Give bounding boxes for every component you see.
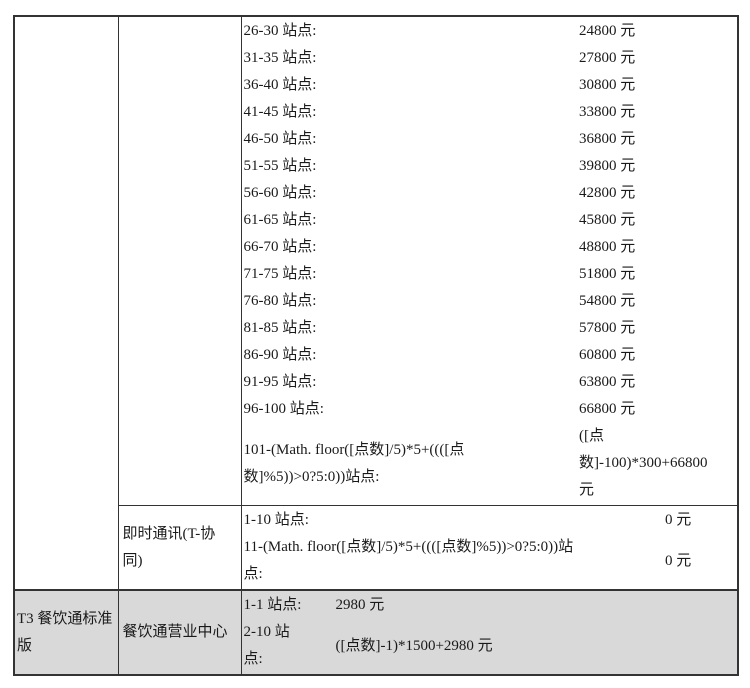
price-row-value: 42800 元 <box>579 185 636 201</box>
price-list-upper: 26-30 站点: 24800 元 31-35 站点: 27800 元 36-40 站点… <box>244 18 738 504</box>
price-row-label: 76-80 站点: <box>243 293 317 309</box>
price-row-value: 51800 元 <box>579 266 636 282</box>
price-row-value: 27800 元 <box>579 50 636 66</box>
price-row-label: 91-95 站点: <box>243 374 317 390</box>
price-row-value: 24800 元 <box>579 23 636 39</box>
price-row-label: 36-40 站点: <box>243 77 317 93</box>
price-row-value: ([点 数]-100)*300+66800 元 <box>579 428 708 498</box>
price-row-label: 46-50 站点: <box>243 131 317 147</box>
price-row-value: 0 元 <box>665 512 692 528</box>
section-row-im: 即时通讯(T-协 同) 1-10 站点: 0 元 11-(Math. floor([… <box>14 505 739 591</box>
price-list-im: 1-10 站点: 0 元 11-(Math. floor([点数]/5)*5+(((… <box>244 507 738 588</box>
price-row: 26-30 站点: 24800 元 <box>244 18 738 45</box>
module-cell-canyintong: 餐饮通营业中心 <box>117 589 242 676</box>
price-row: 81-85 站点: 57800 元 <box>244 315 738 342</box>
price-row: 1-10 站点: 0 元 <box>244 507 738 534</box>
price-row-label: 11-(Math. floor([点数]/5)*5+((([点数]%5))>0?… <box>243 539 574 582</box>
price-row: 56-60 站点: 42800 元 <box>244 180 738 207</box>
price-row: 66-70 站点: 48800 元 <box>244 234 738 261</box>
price-row-value: 54800 元 <box>579 293 636 309</box>
price-row: 76-80 站点: 54800 元 <box>244 288 738 315</box>
price-row-value: 33800 元 <box>579 104 636 120</box>
section-row-upper: 26-30 站点: 24800 元 31-35 站点: 27800 元 36-40 站点… <box>13 15 739 591</box>
price-row-value: 0 元 <box>665 552 692 569</box>
module-cell-upper <box>117 15 242 506</box>
price-row: 46-50 站点: 36800 元 <box>244 126 738 153</box>
price-row-value: 66800 元 <box>579 401 636 417</box>
price-row: 71-75 站点: 51800 元 <box>244 261 738 288</box>
module-cell-im: 即时通讯(T-协 同) <box>117 505 242 591</box>
price-row-value: ([点数]-1)*1500+2980 元 <box>335 637 493 654</box>
price-row-value: 30800 元 <box>579 77 636 93</box>
price-row-value: 45800 元 <box>579 212 636 228</box>
price-row-label: 71-75 站点: <box>243 266 317 282</box>
price-row-value: 60800 元 <box>579 347 636 363</box>
price-row: 96-100 站点: 66800 元 <box>244 396 738 423</box>
price-row-label: 51-55 站点: <box>243 158 317 174</box>
pricing-table: 26-30 站点: 24800 元 31-35 站点: 27800 元 36-40 站点… <box>13 15 739 676</box>
price-row-label: 81-85 站点: <box>243 320 317 336</box>
price-row-value: 36800 元 <box>579 131 636 147</box>
price-row-label: 96-100 站点: <box>243 401 324 417</box>
price-row-value: 63800 元 <box>579 374 636 390</box>
price-row: 41-45 站点: 33800 元 <box>244 99 738 126</box>
price-row-label: 66-70 站点: <box>243 239 317 255</box>
product-cell-t3: T3 餐饮通标准 版 <box>13 589 119 676</box>
price-row-label: 41-45 站点: <box>243 104 317 120</box>
price-row-label: 1-10 站点: <box>243 512 309 528</box>
price-row-label: 86-90 站点: <box>243 347 317 363</box>
price-row: 1-1 站点: 2980 元 <box>244 592 738 619</box>
price-row: 51-55 站点: 39800 元 <box>244 153 738 180</box>
price-row: 11-(Math. floor([点数]/5)*5+((([点数]%5))>0?… <box>244 534 738 588</box>
price-row: 91-95 站点: 63800 元 <box>244 369 738 396</box>
price-row-value: 57800 元 <box>579 320 636 336</box>
price-row-value: 2980 元 <box>335 597 385 613</box>
price-row: 101-(Math. floor([点数]/5)*5+((([点 数]%5))>… <box>244 423 738 504</box>
price-row-label: 1-1 站点: <box>243 597 302 613</box>
price-row: 2-10 站 点: ([点数]-1)*1500+2980 元 <box>244 619 738 673</box>
price-row: 86-90 站点: 60800 元 <box>244 342 738 369</box>
section-row-t3-canyintong: T3 餐饮通标准 版 餐饮通营业中心 1-1 站点: 2980 元 2-10 站 点… <box>13 589 739 676</box>
price-row-value: 39800 元 <box>579 158 636 174</box>
price-row-label: 61-65 站点: <box>243 212 317 228</box>
price-row-value: 48800 元 <box>579 239 636 255</box>
price-row-label: 26-30 站点: <box>243 23 317 39</box>
price-row-label: 2-10 站 点: <box>243 624 290 667</box>
price-row-label: 31-35 站点: <box>243 50 317 66</box>
price-row: 31-35 站点: 27800 元 <box>244 45 738 72</box>
price-list-canyintong: 1-1 站点: 2980 元 2-10 站 点: ([点数]-1)*1500+2980… <box>244 592 738 673</box>
price-row: 61-65 站点: 45800 元 <box>244 207 738 234</box>
price-row-label: 101-(Math. floor([点数]/5)*5+((([点 数]%5))>… <box>243 441 465 485</box>
price-row: 36-40 站点: 30800 元 <box>244 72 738 99</box>
product-cell-upper <box>13 15 119 591</box>
price-row-label: 56-60 站点: <box>243 185 317 201</box>
